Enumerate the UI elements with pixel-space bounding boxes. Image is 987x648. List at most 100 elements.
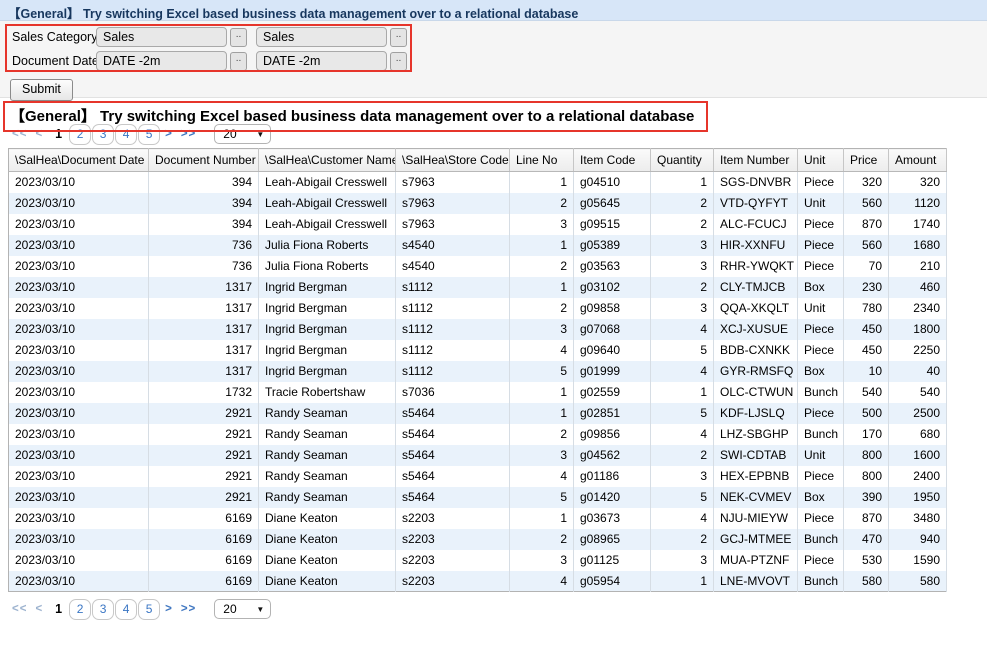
- cell: g08965: [573, 528, 651, 550]
- last-page-button[interactable]: >>: [177, 603, 200, 615]
- column-header: Quantity: [650, 148, 714, 172]
- cell: g04562: [573, 444, 651, 466]
- cell: 2023/03/10: [8, 297, 149, 319]
- cell: 540: [843, 381, 889, 403]
- cell: 2023/03/10: [8, 318, 149, 340]
- first-page-button[interactable]: <<: [8, 603, 31, 615]
- table-row: 2023/03/10 6169 Diane Keaton s2203 1 g03673 4 N…: [8, 507, 947, 529]
- cell: 470: [843, 528, 889, 550]
- cell: 5: [509, 360, 574, 382]
- cell: 2023/03/10: [8, 234, 149, 256]
- cell: 5: [650, 339, 714, 361]
- cell: 560: [843, 192, 889, 214]
- cell: 1317: [148, 276, 259, 298]
- page-button[interactable]: 2: [69, 598, 92, 620]
- page-button[interactable]: 4: [115, 123, 138, 145]
- table-row: 2023/03/10 1732 Tracie Robertshaw s7036 1 g02…: [8, 381, 947, 403]
- cell: 2023/03/10: [8, 192, 149, 214]
- page-button[interactable]: 3: [92, 598, 115, 620]
- cell: 3480: [888, 507, 947, 529]
- cell: g02559: [573, 381, 651, 403]
- cell: Diane Keaton: [258, 507, 396, 529]
- page-button[interactable]: 2: [69, 123, 92, 145]
- cell: 540: [888, 381, 947, 403]
- cell: OLC-CTWUN: [713, 381, 798, 403]
- cell: 3: [650, 549, 714, 571]
- page-button[interactable]: 4: [115, 598, 138, 620]
- cell: SGS-DNVBR: [713, 171, 798, 193]
- cell: 5: [509, 486, 574, 508]
- cell: VTD-QYFYT: [713, 192, 798, 214]
- cell: s7963: [395, 171, 510, 193]
- sales-category-input-from[interactable]: [96, 27, 227, 47]
- sales-category-picker-from-button[interactable]: ..: [230, 27, 247, 47]
- page-size-select[interactable]: 20 ▼: [214, 599, 272, 619]
- document-date-picker-from-button[interactable]: ..: [230, 51, 247, 71]
- cell: MUA-PTZNF: [713, 549, 798, 571]
- cell: 6169: [148, 570, 259, 592]
- submit-button[interactable]: Submit: [10, 79, 73, 101]
- sales-category-picker-to-button[interactable]: ..: [390, 27, 407, 47]
- next-page-button[interactable]: >: [161, 128, 177, 140]
- table-row: 2023/03/10 2921 Randy Seaman s5464 3 g04562 2 S…: [8, 444, 947, 466]
- cell: BDB-CXNKK: [713, 339, 798, 361]
- page-button[interactable]: 5: [138, 123, 161, 145]
- cell: s1112: [395, 339, 510, 361]
- sales-category-input-to[interactable]: [256, 27, 387, 47]
- cell: 2921: [148, 423, 259, 445]
- cell: GCJ-MTMEE: [713, 528, 798, 550]
- cell: g09640: [573, 339, 651, 361]
- cell: 2: [650, 444, 714, 466]
- cell: 3: [509, 444, 574, 466]
- document-date-input-to[interactable]: [256, 51, 387, 71]
- app-header-title: 【General】 Try switching Excel based busi…: [8, 7, 579, 21]
- cell: s1112: [395, 360, 510, 382]
- table-row: 2023/03/10 394 Leah-Abigail Cresswell s7963…: [8, 192, 947, 214]
- cell: 2340: [888, 297, 947, 319]
- cell: SWI-CDTAB: [713, 444, 798, 466]
- cell: 870: [843, 507, 889, 529]
- next-page-button[interactable]: >: [161, 603, 177, 615]
- cell: 1732: [148, 381, 259, 403]
- cell: Julia Fiona Roberts: [258, 234, 396, 256]
- page-button[interactable]: 5: [138, 598, 161, 620]
- cell: 2: [509, 423, 574, 445]
- cell: Randy Seaman: [258, 444, 396, 466]
- cell: Randy Seaman: [258, 402, 396, 424]
- cell: CLY-TMJCB: [713, 276, 798, 298]
- cell: 580: [888, 570, 947, 592]
- cell: 1600: [888, 444, 947, 466]
- cell: 2023/03/10: [8, 171, 149, 193]
- table-row: 2023/03/10 6169 Diane Keaton s2203 2 g08965 2 G…: [8, 528, 947, 550]
- prev-page-button[interactable]: <: [31, 603, 47, 615]
- cell: s5464: [395, 402, 510, 424]
- document-date-picker-to-button[interactable]: ..: [390, 51, 407, 71]
- cell: Piece: [797, 402, 844, 424]
- cell: s7963: [395, 213, 510, 235]
- cell: LNE-MVOVT: [713, 570, 798, 592]
- column-header: Document Number: [148, 148, 259, 172]
- prev-page-button[interactable]: <: [31, 128, 47, 140]
- cell: s7036: [395, 381, 510, 403]
- document-date-input-from[interactable]: [96, 51, 227, 71]
- cell: Piece: [797, 507, 844, 529]
- cell: 2: [650, 528, 714, 550]
- page-button[interactable]: 3: [92, 123, 115, 145]
- cell: 1: [509, 402, 574, 424]
- cell: g03563: [573, 255, 651, 277]
- cell: s7963: [395, 192, 510, 214]
- cell: Box: [797, 486, 844, 508]
- cell: 320: [888, 171, 947, 193]
- table-row: 2023/03/10 2921 Randy Seaman s5464 5 g01420 5 N…: [8, 486, 947, 508]
- table-row: 2023/03/10 1317 Ingrid Bergman s1112 2 g09858…: [8, 297, 947, 319]
- cell: g05645: [573, 192, 651, 214]
- sales-category-label: Sales Category:: [12, 30, 101, 44]
- cell: 940: [888, 528, 947, 550]
- cell: s5464: [395, 486, 510, 508]
- cell: GYR-RMSFQ: [713, 360, 798, 382]
- cell: 2921: [148, 486, 259, 508]
- cell: 4: [509, 339, 574, 361]
- cell: 580: [843, 570, 889, 592]
- cell: 800: [843, 444, 889, 466]
